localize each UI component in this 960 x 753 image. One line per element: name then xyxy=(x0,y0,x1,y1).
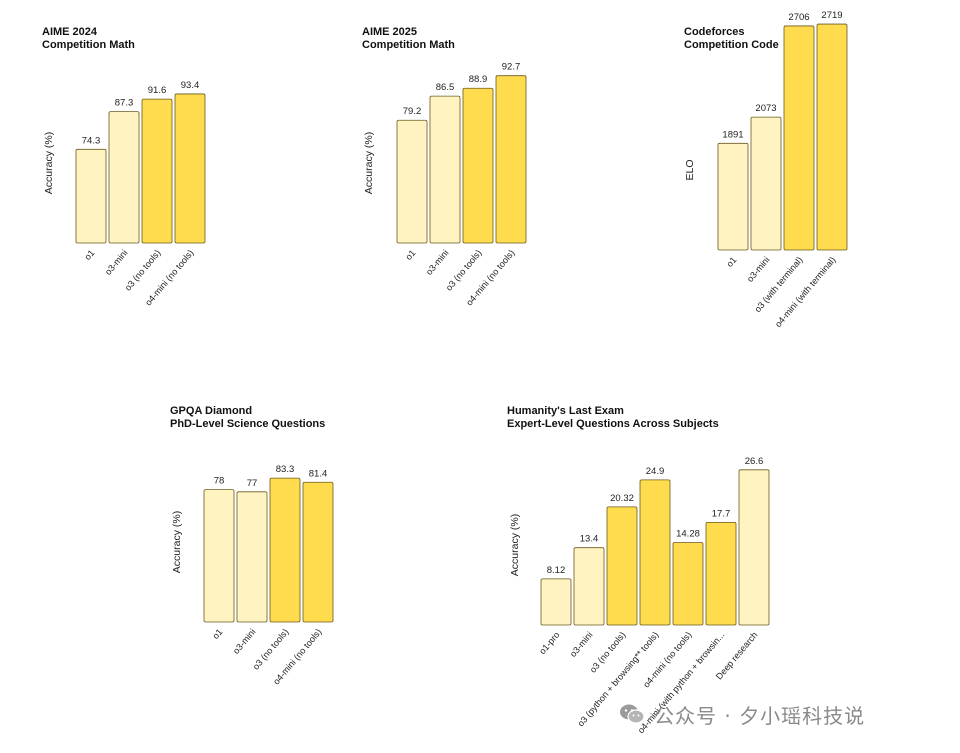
chart-title-line: AIME 2025 xyxy=(362,26,417,38)
tick-label: o3-mini xyxy=(231,627,258,656)
chart-title-line: Competition Code xyxy=(684,39,779,51)
chart-title-line: Expert-Level Questions Across Subjects xyxy=(507,418,719,430)
bar xyxy=(750,116,782,251)
bar xyxy=(269,477,301,623)
data-label: 83.3 xyxy=(276,464,295,475)
data-label: 13.4 xyxy=(580,534,599,545)
tick-label: o3-mini xyxy=(745,255,772,284)
chart-title-line: Codeforces xyxy=(684,26,745,38)
data-label: 2706 xyxy=(788,12,809,23)
bar xyxy=(203,489,235,623)
data-label: 14.28 xyxy=(676,529,700,540)
data-label: 1891 xyxy=(722,129,743,140)
bar xyxy=(672,542,704,626)
y-axis-label: Accuracy (%) xyxy=(171,511,183,573)
bar xyxy=(141,98,173,244)
bar xyxy=(236,491,268,623)
data-label: 88.9 xyxy=(469,74,488,85)
bar xyxy=(302,481,334,623)
chart-title-line: GPQA Diamond xyxy=(170,405,252,417)
bar xyxy=(717,142,749,251)
data-label: 8.12 xyxy=(547,565,566,576)
data-label: 17.7 xyxy=(712,508,731,519)
y-axis-label: Accuracy (%) xyxy=(509,514,521,576)
y-axis-label: Accuracy (%) xyxy=(363,132,375,194)
tick-label: o3-mini xyxy=(424,248,451,277)
bar xyxy=(573,547,605,626)
data-label: 74.3 xyxy=(82,135,101,146)
tick-label: o1 xyxy=(82,248,96,262)
data-label: 78 xyxy=(214,476,225,487)
chart-title-line: Competition Math xyxy=(362,39,455,51)
data-label: 20.32 xyxy=(610,493,634,504)
chart-title-line: Humanity's Last Exam xyxy=(507,405,624,417)
data-label: 24.9 xyxy=(646,466,665,477)
tick-label: o1 xyxy=(210,627,224,641)
bar xyxy=(606,506,638,626)
data-label: 81.4 xyxy=(309,468,328,479)
bar xyxy=(108,111,140,244)
data-label: 86.5 xyxy=(436,82,455,93)
y-axis-label: Accuracy (%) xyxy=(43,132,55,194)
bar xyxy=(639,479,671,626)
data-label: 79.2 xyxy=(403,106,422,117)
bar xyxy=(783,25,815,251)
y-axis-label: ELO xyxy=(684,159,696,180)
bar xyxy=(495,75,527,244)
tick-label: o1-pro xyxy=(537,630,561,656)
data-label: 92.7 xyxy=(502,62,521,73)
bar xyxy=(462,87,494,244)
bar xyxy=(174,93,206,244)
tick-label: o1 xyxy=(403,248,417,262)
chart-title-line: AIME 2024 xyxy=(42,26,98,38)
bar xyxy=(75,148,107,244)
bar xyxy=(738,469,770,626)
data-label: 87.3 xyxy=(115,98,134,109)
tick-label: o4-mini (with terminal) xyxy=(773,255,838,329)
data-label: 2073 xyxy=(755,103,776,114)
wechat-icon xyxy=(620,704,645,724)
bar xyxy=(396,119,428,244)
bar xyxy=(540,578,572,626)
tick-label: o3-mini xyxy=(568,630,595,659)
data-label: 77 xyxy=(247,478,258,489)
chart-title-line: Competition Math xyxy=(42,39,135,51)
tick-label: o1 xyxy=(724,255,738,269)
chart-title-line: PhD-Level Science Questions xyxy=(170,418,325,430)
watermark-text: 公众号 · 夕小瑶科技说 xyxy=(654,703,866,728)
data-label: 91.6 xyxy=(148,85,167,96)
bar xyxy=(429,95,461,244)
data-label: 93.4 xyxy=(181,80,200,91)
data-label: 2719 xyxy=(821,10,842,21)
tick-label: o3-mini xyxy=(103,248,130,277)
bar xyxy=(705,521,737,626)
data-label: 26.6 xyxy=(745,456,764,467)
watermark: 公众号 · 夕小瑶科技说 xyxy=(618,696,865,732)
bar xyxy=(816,23,848,251)
